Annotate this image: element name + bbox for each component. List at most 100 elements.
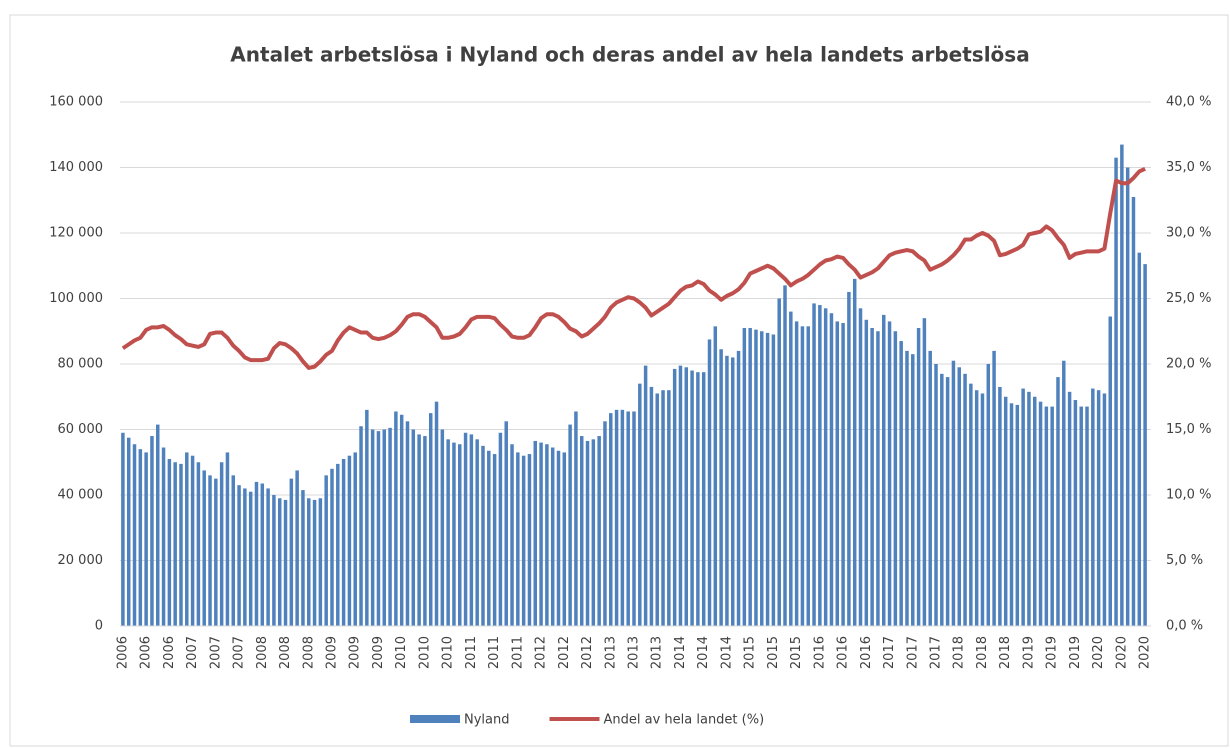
bar xyxy=(963,373,967,626)
x-tick-label: 2014 xyxy=(719,636,734,669)
x-tick-label: 2011 xyxy=(464,636,479,669)
bar xyxy=(330,468,334,626)
bar xyxy=(1091,388,1095,626)
bar xyxy=(754,329,758,626)
bar xyxy=(690,370,694,626)
bar xyxy=(492,454,497,626)
legend-swatch xyxy=(410,715,460,723)
y2-tick-label: 40,0 % xyxy=(1166,95,1211,110)
x-tick-label: 2012 xyxy=(557,636,572,669)
bar xyxy=(336,463,340,626)
x-tick-label: 2016 xyxy=(812,636,827,669)
bar xyxy=(440,429,445,626)
bar xyxy=(649,386,654,626)
bar xyxy=(974,390,979,626)
bar xyxy=(911,354,915,626)
bar xyxy=(1114,157,1118,627)
bar xyxy=(1033,396,1037,626)
bar xyxy=(219,462,224,626)
bar xyxy=(597,436,601,626)
bar xyxy=(771,334,776,626)
bar xyxy=(568,424,572,626)
bar xyxy=(760,331,764,626)
x-tick-label: 2008 xyxy=(278,636,293,669)
bar xyxy=(126,437,131,626)
bar xyxy=(394,411,398,626)
bar xyxy=(411,429,416,626)
x-tick-label: 2007 xyxy=(208,636,223,669)
x-tick-label: 2014 xyxy=(673,636,688,669)
y2-tick-label: 0,0 % xyxy=(1166,619,1203,634)
bar xyxy=(585,440,590,626)
bar xyxy=(533,440,538,626)
y2-tick-label: 20,0 % xyxy=(1166,357,1211,372)
bar xyxy=(957,367,961,626)
bar xyxy=(475,439,479,626)
bar xyxy=(887,321,892,626)
bar xyxy=(1027,391,1031,626)
bar xyxy=(1085,406,1089,626)
bar xyxy=(1038,401,1043,626)
bar xyxy=(324,475,328,626)
bar xyxy=(1137,252,1142,626)
bar xyxy=(730,357,735,626)
bar xyxy=(202,470,206,626)
bar xyxy=(498,432,503,626)
y2-tick-label: 35,0 % xyxy=(1166,160,1211,175)
y2-tick-label: 10,0 % xyxy=(1166,488,1211,503)
y-tick-label: 160 000 xyxy=(49,95,103,110)
bar xyxy=(870,327,874,626)
x-tick-label: 2012 xyxy=(580,636,595,669)
bar xyxy=(1102,393,1107,626)
bar xyxy=(545,444,549,626)
bar xyxy=(655,393,659,626)
bar xyxy=(185,452,189,626)
bar xyxy=(405,421,410,626)
x-tick-label: 2009 xyxy=(371,636,386,669)
bar xyxy=(266,488,270,626)
bar xyxy=(248,491,253,626)
bar xyxy=(614,409,619,626)
x-tick-label: 2007 xyxy=(185,636,200,669)
y-tick-label: 20 000 xyxy=(58,553,104,568)
bar xyxy=(434,401,439,626)
x-tick-label: 2019 xyxy=(1045,636,1060,669)
x-tick-label: 2014 xyxy=(696,636,711,669)
bar xyxy=(1009,403,1014,626)
bar xyxy=(214,478,218,626)
bar xyxy=(835,321,840,626)
bar xyxy=(150,436,154,626)
bar xyxy=(1131,196,1136,626)
bar xyxy=(806,326,810,626)
bar xyxy=(800,326,805,626)
x-tick-label: 2013 xyxy=(603,636,618,669)
bar xyxy=(510,444,514,626)
bar xyxy=(574,411,578,626)
x-tick-label: 2006 xyxy=(115,636,130,669)
bar xyxy=(812,303,816,626)
bar xyxy=(1003,396,1008,626)
x-tick-label: 2020 xyxy=(1091,636,1106,669)
x-tick-label: 2017 xyxy=(929,636,944,669)
bar xyxy=(1096,390,1101,626)
bar xyxy=(864,319,869,626)
x-tick-label: 2019 xyxy=(1021,636,1036,669)
x-tick-label: 2016 xyxy=(859,636,874,669)
bar xyxy=(382,429,387,626)
bar xyxy=(858,308,863,626)
bar xyxy=(388,427,392,626)
bar xyxy=(318,498,323,626)
legend-label: Nyland xyxy=(464,713,510,728)
x-tick-label: 2018 xyxy=(952,636,967,669)
bar xyxy=(684,367,689,626)
bar xyxy=(353,452,357,626)
bar xyxy=(789,311,793,626)
bar xyxy=(661,390,665,626)
bar xyxy=(376,431,381,626)
bar xyxy=(1125,167,1130,626)
bar xyxy=(1050,406,1054,626)
bar xyxy=(748,327,752,626)
bar xyxy=(312,499,317,626)
x-tick-label: 2020 xyxy=(1114,636,1129,669)
bar xyxy=(190,455,195,626)
